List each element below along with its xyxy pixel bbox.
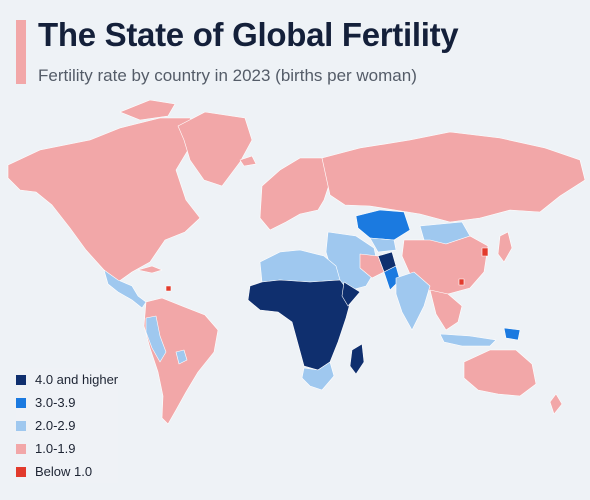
canadian-arctic-islands	[119, 100, 176, 121]
china-region	[401, 235, 489, 295]
legend-item: 2.0-2.9	[16, 414, 118, 437]
cuba-region	[137, 265, 163, 274]
legend-item: 3.0-3.9	[16, 391, 118, 414]
legend-label: 4.0 and higher	[35, 372, 119, 387]
andean-region	[145, 315, 167, 363]
australia-region	[463, 349, 537, 397]
legend-item: 4.0 and higher	[16, 368, 118, 391]
legend-swatch	[16, 420, 26, 431]
legend-swatch	[16, 374, 26, 385]
russia-region	[321, 131, 586, 223]
southeast-asia-region	[429, 289, 463, 331]
papua-new-guinea-region	[503, 327, 521, 341]
uzbekistan-region	[369, 237, 397, 253]
japan-region	[497, 231, 513, 263]
india-region	[395, 271, 431, 331]
central-asia-region	[355, 209, 411, 241]
north-america-region	[7, 117, 201, 283]
chart-title: The State of Global Fertility	[38, 16, 459, 53]
legend-label: 1.0-1.9	[35, 441, 76, 456]
puerto-rico-region	[165, 285, 172, 292]
paraguay-region	[175, 349, 188, 365]
legend-item: Below 1.0	[16, 460, 118, 483]
legend-swatch	[16, 466, 26, 477]
legend-label: 2.0-2.9	[35, 418, 76, 433]
greenland-region	[177, 111, 253, 187]
sub-saharan-africa-region	[247, 279, 353, 371]
new-zealand-region	[549, 393, 563, 415]
taiwan-region	[458, 278, 465, 286]
madagascar-region	[349, 343, 365, 375]
world-fertility-map	[7, 100, 586, 425]
title-accent-bar	[16, 20, 26, 84]
legend-item: 1.0-1.9	[16, 437, 118, 460]
indonesia-region	[439, 333, 497, 347]
central-america-region	[103, 269, 147, 309]
southern-africa-region	[301, 361, 335, 391]
legend-swatch	[16, 397, 26, 408]
iceland-region	[239, 155, 257, 167]
europe-region	[259, 157, 331, 231]
iran-region	[359, 253, 385, 279]
horn-of-africa-region	[341, 281, 361, 307]
map-legend: 4.0 and higher 3.0-3.9 2.0-2.9 1.0-1.9 Below…	[16, 368, 119, 483]
legend-label: 3.0-3.9	[35, 395, 76, 410]
chart-subtitle: Fertility rate by country in 2023 (birth…	[38, 66, 417, 85]
legend-label: Below 1.0	[35, 464, 93, 479]
south-korea-region	[481, 247, 489, 257]
legend-swatch	[16, 443, 26, 454]
